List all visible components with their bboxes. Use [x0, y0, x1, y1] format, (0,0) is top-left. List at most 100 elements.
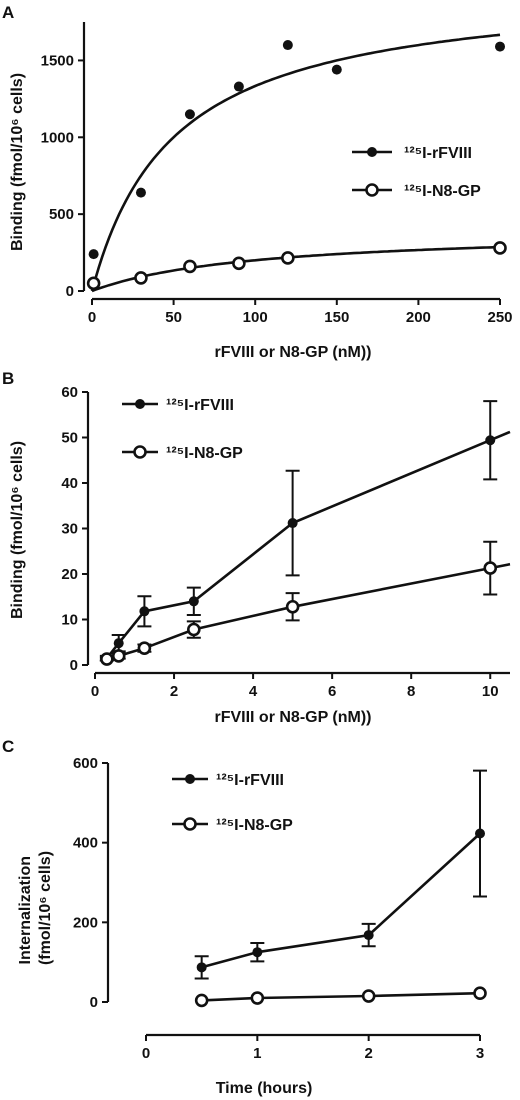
x-tick-label: 3: [476, 1045, 484, 1062]
y-tick-label: 1000: [41, 129, 74, 146]
y-tick-label: 50: [61, 430, 78, 447]
y-tick-label: 200: [73, 914, 98, 931]
x-axis-title: rFVIII or N8-GP (nM)): [214, 709, 371, 726]
y-tick-label: 0: [66, 283, 74, 300]
data-points: [194, 769, 487, 1008]
axes: 0 200 400 600 0 1 2 3: [73, 755, 484, 1062]
y-tick-label: 30: [61, 521, 78, 538]
legend-marker-rfviii: [185, 774, 195, 784]
legend-marker-rfviii: [367, 147, 377, 157]
legend-label-n8gp: ¹²⁵I-N8-GP: [404, 183, 481, 200]
series-lines: [105, 430, 511, 661]
point-rfviii: [188, 596, 199, 607]
x-tick-label: 50: [165, 309, 182, 326]
point-rfviii: [475, 828, 485, 839]
x-axis-title: Time (hours): [216, 1080, 313, 1097]
x-axis-title: rFVIII or N8-GP (nM)): [214, 344, 371, 361]
panel-c: C Internalization (fmol/10⁶ cells) Time …: [2, 737, 487, 1097]
legend-label-rfviii: ¹²⁵I-rFVIII: [404, 145, 472, 162]
point-n8gp: [361, 989, 376, 1003]
point-n8gp: [183, 259, 197, 274]
data-points: [99, 400, 498, 666]
y-axis-title: Internalization (fmol/10⁶ cells): [17, 851, 54, 965]
point-rfviii: [331, 64, 342, 75]
panel-label-c: C: [2, 737, 14, 756]
y-tick-label: 500: [49, 206, 74, 223]
legend-label-n8gp: ¹²⁵I-N8-GP: [166, 445, 243, 462]
point-n8gp: [473, 986, 487, 1001]
x-tick-label: 0: [88, 309, 96, 326]
legend: ¹²⁵I-rFVIII ¹²⁵I-N8-GP: [172, 772, 293, 834]
point-n8gp: [493, 241, 507, 255]
point-rfviii: [282, 40, 293, 51]
y-axis-title: Binding (fmol/10⁶ cells): [9, 441, 26, 619]
x-tick-label: 2: [170, 683, 178, 700]
y-tick-label: 40: [61, 475, 78, 492]
x-tick-label: 4: [249, 683, 258, 700]
point-n8gp: [111, 649, 126, 663]
y-axis-title-line-1: Internalization: [17, 856, 34, 964]
x-tick-label: 200: [406, 309, 431, 326]
legend-marker-n8gp: [183, 817, 197, 831]
legend: ¹²⁵I-rFVIII ¹²⁵I-N8-GP: [352, 145, 481, 200]
y-tick-label: 0: [70, 657, 78, 674]
x-tick-label: 8: [407, 683, 415, 700]
y-axis-title-line-2: (fmol/10⁶ cells): [37, 851, 54, 965]
y-tick-label: 60: [61, 384, 78, 401]
x-tick-label: 10: [482, 683, 499, 700]
fit-curve-n8gp: [91, 245, 501, 293]
series-line-rfviii: [105, 430, 511, 660]
panel-label-b: B: [2, 369, 14, 388]
point-rfviii: [196, 962, 207, 973]
point-n8gp: [285, 599, 300, 614]
x-tick-label: 150: [324, 309, 349, 326]
point-n8gp: [483, 561, 498, 575]
point-n8gp: [250, 991, 265, 1005]
x-tick-label: 2: [364, 1045, 372, 1062]
series-lines: [201, 832, 481, 1002]
data-points: [86, 40, 507, 291]
panel-a: A Binding (fmol/10⁶ cells) rFVIII or N8-…: [2, 3, 513, 361]
point-rfviii: [139, 606, 150, 617]
series-line-n8gp: [201, 991, 481, 1002]
point-rfviii: [135, 187, 146, 198]
series-line-rfviii: [201, 832, 481, 969]
point-rfviii: [113, 638, 124, 649]
legend-marker-rfviii: [135, 399, 145, 409]
y-tick-label: 20: [61, 566, 78, 583]
point-n8gp: [194, 993, 209, 1008]
legend-label-n8gp: ¹²⁵I-N8-GP: [216, 817, 293, 834]
point-n8gp: [232, 256, 246, 271]
x-tick-label: 0: [91, 683, 99, 700]
point-n8gp: [281, 251, 295, 265]
y-tick-label: 400: [73, 835, 98, 852]
point-rfviii: [363, 930, 374, 941]
point-rfviii: [184, 109, 195, 120]
series-line-n8gp: [106, 562, 511, 661]
x-tick-label: 250: [487, 309, 512, 326]
y-axis-title: Binding (fmol/10⁶ cells): [9, 73, 26, 251]
x-tick-label: 0: [142, 1045, 150, 1062]
point-rfviii: [485, 435, 496, 446]
point-rfviii: [287, 518, 298, 529]
point-rfviii: [233, 81, 244, 92]
x-tick-label: 6: [328, 683, 336, 700]
legend-label-rfviii: ¹²⁵I-rFVIII: [216, 772, 284, 789]
axes: 0 10 20 30 40 50 60 0 2 4 6 8 10: [61, 384, 510, 700]
legend: ¹²⁵I-rFVIII ¹²⁵I-N8-GP: [122, 397, 243, 462]
y-tick-label: 0: [90, 994, 98, 1011]
legend-marker-n8gp: [365, 183, 379, 197]
panel-label-a: A: [2, 3, 14, 22]
point-n8gp: [134, 271, 148, 285]
point-n8gp: [86, 276, 101, 291]
x-tick-label: 1: [253, 1045, 261, 1062]
point-n8gp: [187, 622, 201, 637]
x-tick-label: 100: [243, 309, 268, 326]
fit-curves: [90, 33, 501, 293]
point-rfviii: [252, 947, 263, 958]
panel-b: B Binding (fmol/10⁶ cells) rFVIII or N8-…: [2, 369, 511, 726]
point-rfviii: [88, 249, 99, 260]
legend-marker-n8gp: [133, 445, 147, 459]
point-n8gp: [100, 652, 114, 666]
